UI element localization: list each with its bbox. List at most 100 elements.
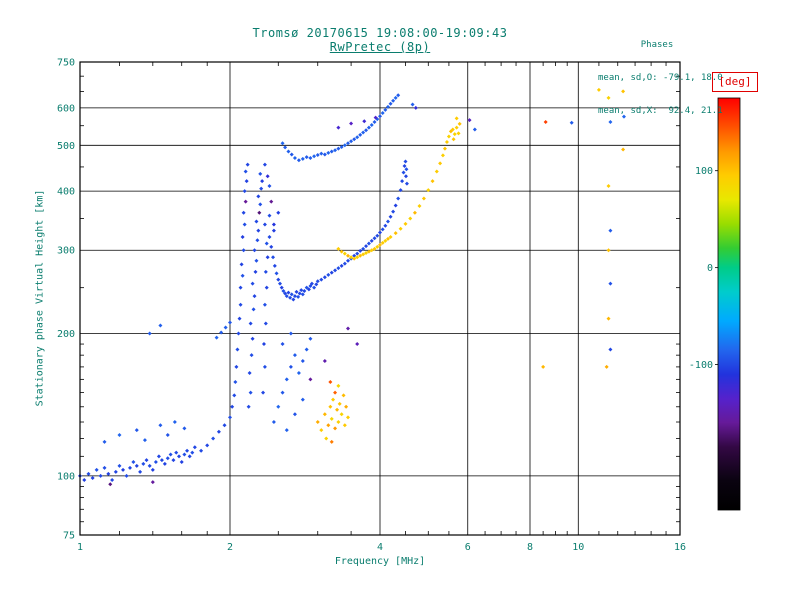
data-point — [267, 213, 272, 218]
data-point — [369, 238, 374, 243]
data-point — [279, 285, 284, 290]
data-point — [250, 336, 255, 341]
data-point — [271, 222, 276, 227]
data-point — [606, 316, 611, 321]
data-point — [276, 404, 281, 409]
page-title: Tromsø 20170615 19:08:00-19:09:43 — [252, 26, 508, 40]
data-point — [263, 269, 268, 274]
data-point — [289, 292, 294, 297]
data-point — [352, 256, 357, 261]
data-point — [117, 433, 122, 438]
data-point — [259, 186, 264, 191]
data-point — [380, 240, 385, 245]
data-point — [249, 353, 254, 358]
data-point — [284, 377, 289, 382]
data-point — [345, 326, 350, 331]
data-point — [185, 448, 190, 453]
data-point — [388, 214, 393, 219]
data-point — [261, 342, 266, 347]
data-point — [292, 156, 297, 161]
data-point — [426, 188, 431, 193]
data-point — [147, 331, 152, 336]
data-point — [284, 428, 289, 433]
y-axis-label: Stationary phase Virtual Height [km] — [34, 189, 46, 407]
data-point — [244, 179, 249, 184]
data-point — [257, 210, 262, 215]
data-point — [283, 145, 288, 150]
data-point — [355, 342, 360, 347]
y-tick-label: 200 — [57, 329, 75, 340]
data-point — [304, 155, 309, 160]
tick-labels: 1 2 4 6 8 10 16 75 100 200 300 400 500 600 750 — [57, 58, 686, 554]
data-point — [238, 302, 243, 307]
data-point — [349, 255, 354, 260]
data-point — [296, 158, 301, 163]
data-point — [280, 141, 285, 146]
data-point — [300, 358, 305, 363]
data-point — [358, 248, 363, 253]
data-point — [366, 249, 371, 254]
data-point — [165, 433, 170, 438]
data-point — [124, 473, 129, 478]
data-point — [454, 116, 459, 121]
data-point — [378, 114, 382, 119]
data-point — [150, 467, 155, 472]
data-point — [391, 209, 396, 214]
data-point — [222, 423, 227, 428]
data-point — [271, 255, 276, 260]
data-point — [276, 277, 281, 282]
data-point — [467, 118, 472, 123]
data-point — [289, 152, 294, 157]
data-point — [248, 390, 253, 395]
data-point — [326, 272, 331, 277]
data-point — [606, 248, 611, 253]
data-point — [261, 390, 266, 395]
data-point — [383, 238, 388, 243]
data-point — [329, 439, 334, 444]
data-point — [294, 289, 299, 294]
data-point — [322, 358, 327, 363]
data-point — [410, 102, 415, 107]
data-point — [596, 87, 601, 92]
data-point — [179, 460, 184, 465]
data-point — [240, 234, 245, 239]
data-point — [172, 420, 177, 425]
data-point — [242, 222, 247, 227]
data-point — [329, 270, 334, 275]
data-point — [543, 120, 548, 125]
data-point — [434, 169, 439, 174]
data-point — [308, 377, 313, 382]
data-point — [299, 288, 304, 293]
data-point — [314, 282, 319, 287]
data-point — [472, 127, 477, 132]
data-point — [158, 423, 163, 428]
data-point — [128, 465, 133, 470]
data-point — [281, 288, 286, 293]
data-point — [361, 252, 366, 257]
data-point — [176, 454, 181, 459]
data-point — [288, 364, 293, 369]
data-point — [345, 415, 350, 420]
colorbar-tick-label: 0 — [707, 263, 713, 274]
data-point — [378, 242, 382, 247]
data-point — [246, 404, 251, 409]
data-point — [158, 323, 163, 328]
data-point — [608, 120, 613, 125]
data-point — [341, 393, 346, 398]
data-point — [174, 450, 179, 455]
data-point — [134, 428, 139, 433]
phases-mean-x: mean, sd,X: 92.4, 21.1 — [598, 106, 723, 116]
data-point — [373, 115, 378, 120]
data-point — [297, 291, 302, 296]
colorbar-tick-label: 100 — [695, 166, 713, 177]
data-point — [391, 98, 396, 103]
data-point — [361, 130, 366, 135]
data-point — [621, 114, 626, 119]
data-point — [329, 149, 334, 154]
data-point — [403, 174, 408, 179]
data-point — [262, 364, 267, 369]
data-point — [233, 379, 238, 384]
data-point — [393, 203, 398, 208]
data-point — [205, 443, 210, 448]
